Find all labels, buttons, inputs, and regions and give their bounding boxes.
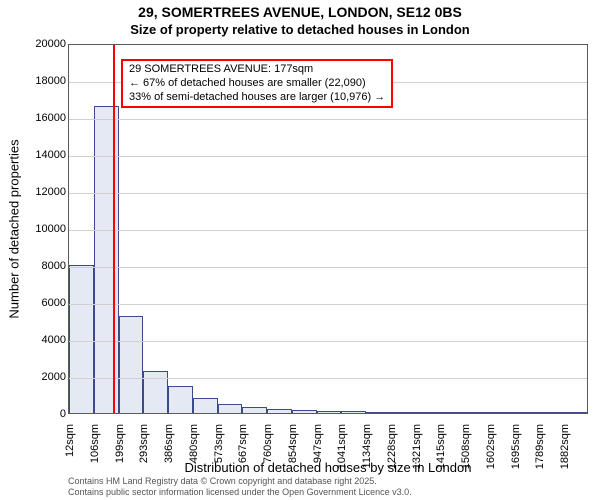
histogram-bar (69, 265, 94, 413)
y-tick-label: 10000 (35, 223, 66, 235)
x-tick-label: 760sqm (262, 424, 274, 484)
property-marker-line (113, 45, 115, 413)
y-tick-label: 18000 (35, 75, 66, 87)
grid-line (69, 193, 587, 194)
x-tick-label: 1134sqm (361, 424, 373, 484)
histogram-bar (564, 412, 588, 413)
histogram-bar (218, 404, 243, 413)
y-tick-label: 4000 (42, 334, 66, 346)
histogram-bar (416, 412, 441, 413)
x-tick-label: 667sqm (237, 424, 249, 484)
x-tick-label: 106sqm (89, 424, 101, 484)
footer-line2: Contains public sector information licen… (68, 487, 412, 498)
histogram-bar (366, 412, 391, 413)
x-tick-label: 199sqm (114, 424, 126, 484)
y-tick-label: 2000 (42, 371, 66, 383)
histogram-bar (391, 412, 416, 413)
grid-line (69, 119, 587, 120)
x-tick-label: 1882sqm (559, 424, 571, 484)
x-tick-label: 480sqm (188, 424, 200, 484)
chart-container: 29, SOMERTREES AVENUE, LONDON, SE12 0BS … (0, 0, 600, 500)
histogram-bar (193, 398, 218, 413)
grid-line (69, 230, 587, 231)
chart-title-subtitle: Size of property relative to detached ho… (0, 22, 600, 37)
y-tick-label: 6000 (42, 297, 66, 309)
histogram-bar (515, 412, 540, 413)
histogram-bar (168, 386, 193, 413)
histogram-bar (490, 412, 515, 413)
grid-line (69, 378, 587, 379)
x-tick-label: 1789sqm (534, 424, 546, 484)
chart-title-address: 29, SOMERTREES AVENUE, LONDON, SE12 0BS (0, 4, 600, 20)
histogram-bar (465, 412, 490, 413)
plot-area: 29 SOMERTREES AVENUE: 177sqm ← 67% of de… (68, 44, 588, 414)
y-tick-label: 0 (60, 408, 66, 420)
x-tick-label: 1415sqm (435, 424, 447, 484)
x-tick-label: 1695sqm (510, 424, 522, 484)
grid-line (69, 341, 587, 342)
x-tick-label: 854sqm (287, 424, 299, 484)
histogram-bar (317, 411, 342, 413)
histogram-bar (242, 407, 267, 413)
histogram-bar (539, 412, 564, 413)
histogram-bar (119, 316, 144, 413)
grid-line (69, 267, 587, 268)
x-tick-label: 1602sqm (485, 424, 497, 484)
grid-line (69, 304, 587, 305)
histogram-bar (341, 411, 366, 413)
histogram-bar (267, 409, 292, 413)
annotation-line1: 29 SOMERTREES AVENUE: 177sqm (129, 63, 385, 77)
y-tick-label: 8000 (42, 260, 66, 272)
x-tick-label: 1041sqm (336, 424, 348, 484)
x-tick-label: 1228sqm (386, 424, 398, 484)
y-tick-label: 14000 (35, 149, 66, 161)
histogram-bar (94, 106, 119, 413)
grid-line (69, 156, 587, 157)
x-tick-label: 573sqm (213, 424, 225, 484)
y-tick-label: 16000 (35, 112, 66, 124)
x-tick-label: 386sqm (163, 424, 175, 484)
x-tick-label: 1508sqm (460, 424, 472, 484)
x-tick-label: 1321sqm (411, 424, 423, 484)
y-tick-label: 20000 (35, 38, 66, 50)
y-tick-label: 12000 (35, 186, 66, 198)
y-axis-label: Number of detached properties (7, 139, 22, 318)
annotation-line3: 33% of semi-detached houses are larger (… (129, 91, 385, 105)
histogram-bar (440, 412, 465, 413)
x-tick-label: 293sqm (138, 424, 150, 484)
annotation-line2: ← 67% of detached houses are smaller (22… (129, 77, 385, 91)
histogram-bar (292, 410, 317, 413)
annotation-box: 29 SOMERTREES AVENUE: 177sqm ← 67% of de… (121, 59, 393, 108)
x-tick-label: 947sqm (312, 424, 324, 484)
x-tick-label: 12sqm (64, 424, 76, 484)
